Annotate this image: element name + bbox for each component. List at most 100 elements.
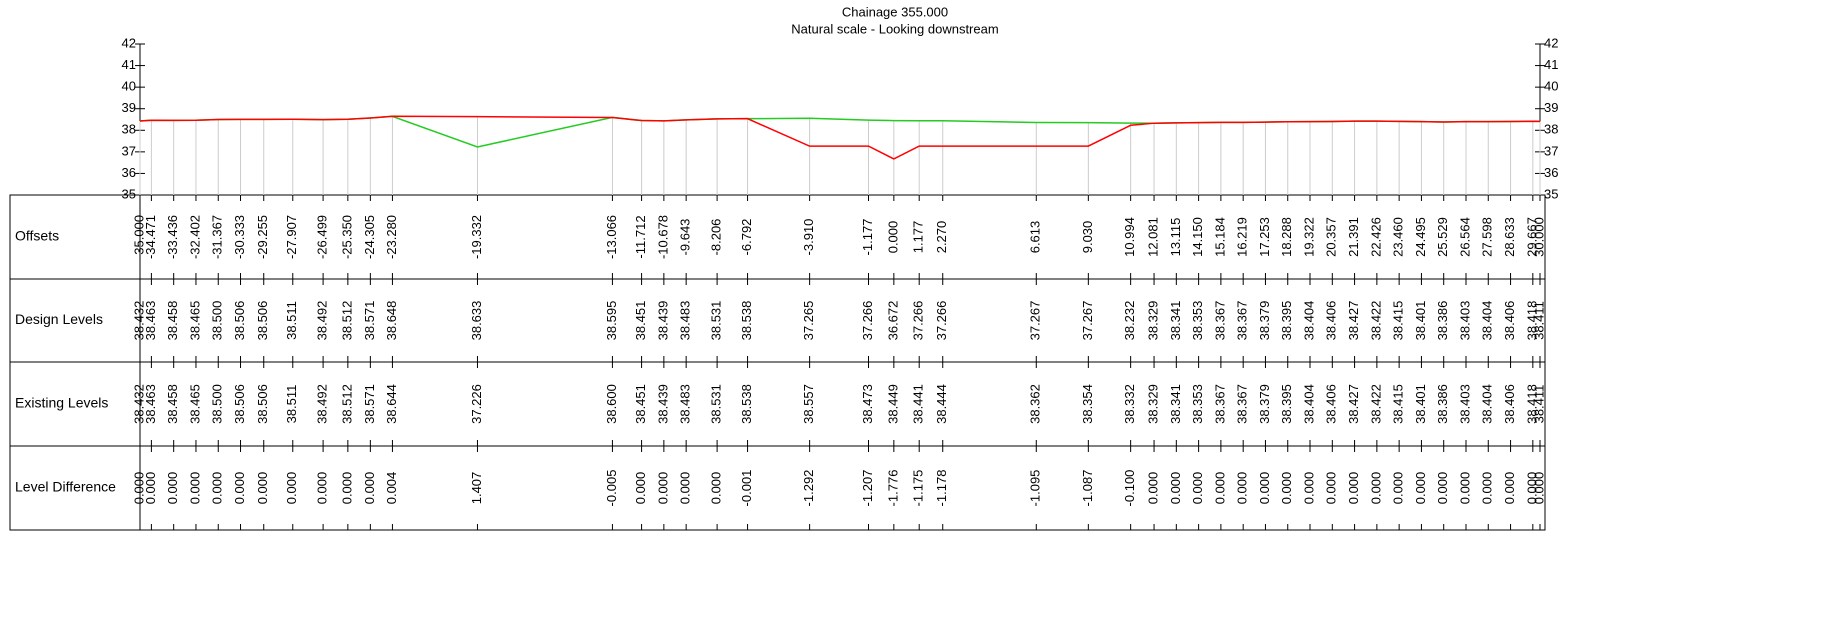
cell-value: 38.644 xyxy=(384,384,399,424)
cell-value: 38.432 xyxy=(131,301,146,341)
cell-value: 38.362 xyxy=(1028,384,1043,424)
cell-value: 1.407 xyxy=(469,472,484,505)
cell-value: 38.444 xyxy=(934,384,949,424)
cell-value: 0.000 xyxy=(1368,472,1383,505)
cell-value: 0.000 xyxy=(655,472,670,505)
cell-value: 38.512 xyxy=(339,384,354,424)
cell-value: 0.000 xyxy=(1257,472,1272,505)
y2-tick-label: 40 xyxy=(1544,79,1558,94)
cell-value: 38.432 xyxy=(131,384,146,424)
cell-value: 37.267 xyxy=(1080,301,1095,341)
cell-value: 28.633 xyxy=(1502,217,1517,257)
cell-value: 38.506 xyxy=(255,301,270,341)
cell-value: 0.000 xyxy=(210,472,225,505)
cell-value: 0.000 xyxy=(284,472,299,505)
cell-value: 0.000 xyxy=(131,472,146,505)
cell-value: 37.266 xyxy=(934,301,949,341)
cell-value: 38.458 xyxy=(165,301,180,341)
cell-value: 38.341 xyxy=(1168,384,1183,424)
cell-value: 38.483 xyxy=(678,301,693,341)
cell-value: 38.404 xyxy=(1480,301,1495,341)
cell-value: 38.441 xyxy=(911,384,926,424)
cell-value: 0.000 xyxy=(1145,472,1160,505)
cell-value: 0.000 xyxy=(1413,472,1428,505)
cell-value: -24.305 xyxy=(362,215,377,259)
cell-value: 10.994 xyxy=(1122,217,1137,257)
y-tick-label: 39 xyxy=(122,100,136,115)
cell-value: 38.329 xyxy=(1145,384,1160,424)
cell-value: 38.379 xyxy=(1257,384,1272,424)
cell-value: 38.500 xyxy=(210,384,225,424)
cell-value: 6.613 xyxy=(1028,221,1043,254)
y2-tick-label: 38 xyxy=(1544,122,1558,137)
cell-value: -32.402 xyxy=(187,215,202,259)
cell-value: 38.401 xyxy=(1413,384,1428,424)
cell-value: 38.538 xyxy=(739,301,754,341)
cell-value: 0.000 xyxy=(1190,472,1205,505)
row-label: Design Levels xyxy=(15,311,103,327)
cell-value: 38.463 xyxy=(143,301,158,341)
cell-value: 38.595 xyxy=(604,301,619,341)
cell-value: 0.000 xyxy=(1324,472,1339,505)
cell-value: 38.506 xyxy=(232,384,247,424)
cell-value: 38.395 xyxy=(1279,384,1294,424)
cell-value: 38.354 xyxy=(1080,384,1095,424)
cell-value: 38.418 xyxy=(1524,384,1539,424)
cell-value: 38.406 xyxy=(1502,301,1517,341)
cell-value: 14.150 xyxy=(1190,217,1205,257)
cell-value: 0.000 xyxy=(885,221,900,254)
cell-value: 38.329 xyxy=(1145,301,1160,341)
cell-value: 0.000 xyxy=(165,472,180,505)
cell-value: 38.415 xyxy=(1391,301,1406,341)
cell-value: 38.406 xyxy=(1324,301,1339,341)
cell-value: 0.000 xyxy=(709,472,724,505)
cell-value: 38.367 xyxy=(1212,301,1227,341)
cell-value: 15.184 xyxy=(1212,217,1227,257)
cell-value: 37.267 xyxy=(1028,301,1043,341)
y-tick-label: 41 xyxy=(122,57,136,72)
cell-value: 30.000 xyxy=(1531,217,1546,257)
cell-value: 1.177 xyxy=(911,221,926,254)
cell-value: 38.511 xyxy=(284,301,299,340)
cell-value: 26.564 xyxy=(1457,217,1472,257)
cell-value: 38.415 xyxy=(1391,384,1406,424)
cell-value: 38.571 xyxy=(362,384,377,424)
y-tick-label: 35 xyxy=(122,186,136,201)
cell-value: 38.232 xyxy=(1122,301,1137,341)
cell-value: 38.465 xyxy=(187,384,202,424)
cell-value: 36.672 xyxy=(885,301,900,341)
cell-value: 0.004 xyxy=(384,472,399,505)
cell-value: 0.000 xyxy=(1480,472,1495,505)
cell-value: -26.499 xyxy=(315,215,330,259)
cell-value: 0.000 xyxy=(1301,472,1316,505)
cell-value: 0.000 xyxy=(339,472,354,505)
cell-value: 38.401 xyxy=(1413,301,1428,341)
cell-value: -30.333 xyxy=(232,215,247,259)
cell-value: 22.426 xyxy=(1368,217,1383,257)
cell-value: 0.000 xyxy=(143,472,158,505)
cell-value: 38.367 xyxy=(1235,301,1250,341)
cell-value: 0.000 xyxy=(1346,472,1361,505)
cell-value: -1.292 xyxy=(801,470,816,507)
cell-value: 23.460 xyxy=(1391,217,1406,257)
cell-value: 17.253 xyxy=(1257,217,1272,257)
cell-value: -23.280 xyxy=(384,215,399,259)
cell-value: 38.492 xyxy=(315,384,330,424)
cell-value: 38.600 xyxy=(604,384,619,424)
cell-value: 27.598 xyxy=(1480,217,1495,257)
cell-value: 37.266 xyxy=(860,301,875,341)
y2-tick-label: 41 xyxy=(1544,57,1558,72)
cell-value: 18.288 xyxy=(1279,217,1294,257)
cell-value: 0.000 xyxy=(1212,472,1227,505)
cell-value: -19.332 xyxy=(469,215,484,259)
cell-value: 37.226 xyxy=(469,384,484,424)
cell-value: 38.473 xyxy=(860,384,875,424)
cell-value: 0.000 xyxy=(362,472,377,505)
cell-value: 38.648 xyxy=(384,301,399,341)
cell-value: -1.095 xyxy=(1028,470,1043,507)
cell-value: -0.005 xyxy=(604,470,619,507)
profile-line xyxy=(139,115,1541,160)
cell-value: 38.511 xyxy=(284,385,299,424)
cell-value: -1.087 xyxy=(1080,470,1095,507)
